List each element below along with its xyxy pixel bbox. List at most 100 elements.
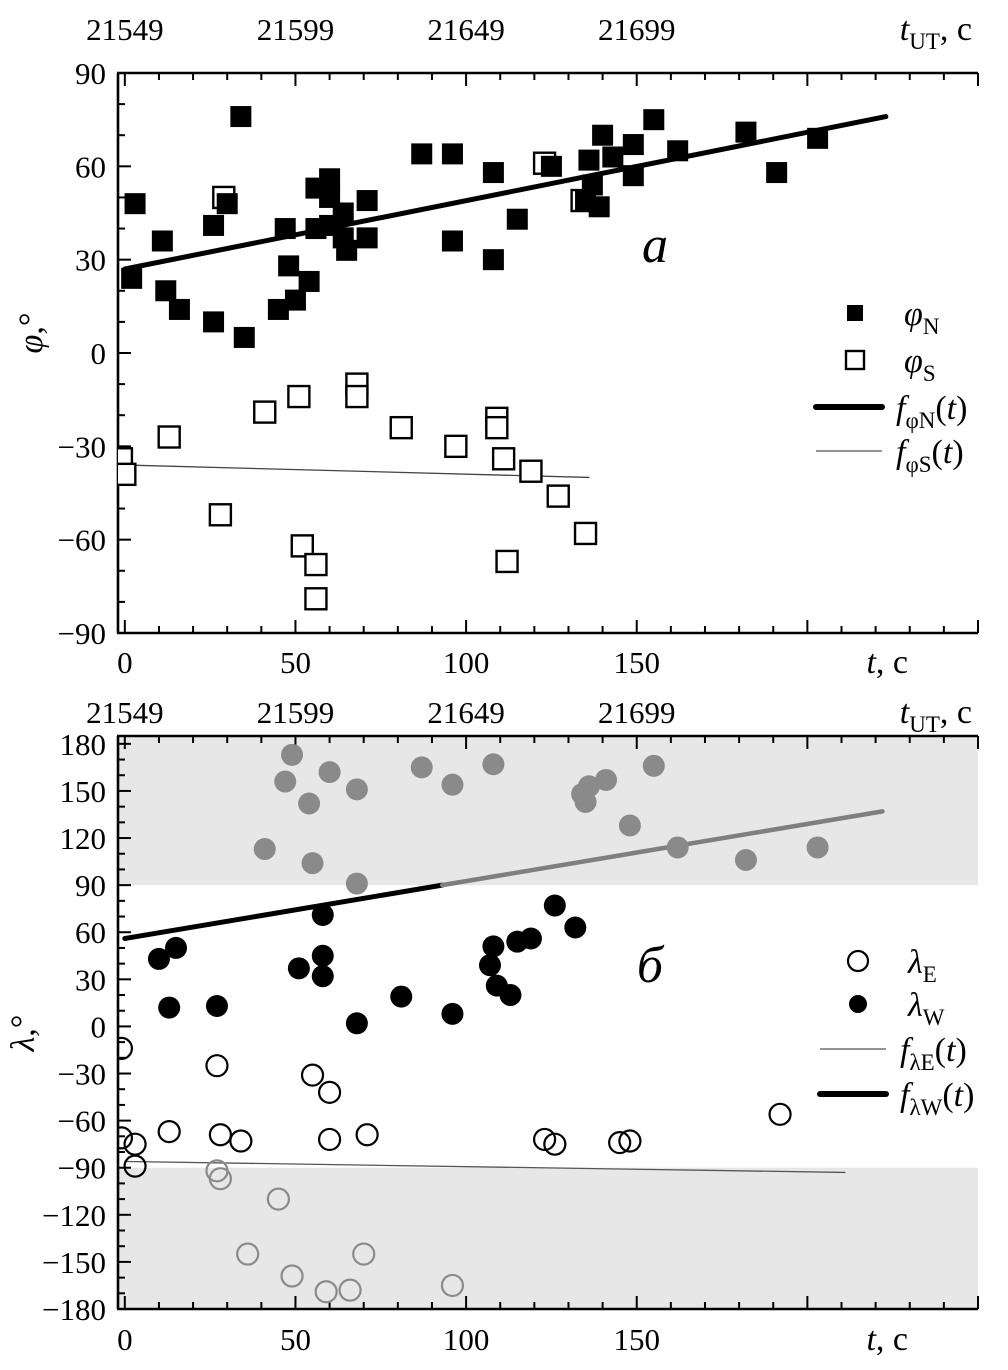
data-point-phi_N — [230, 106, 252, 128]
data-point-lambda_W — [482, 753, 505, 776]
legend-label: fφN(t) — [896, 390, 967, 433]
data-point-lambda_E — [208, 1167, 232, 1191]
data-point-lambda_E — [123, 1132, 147, 1156]
data-point-lambda_W — [147, 947, 170, 970]
data-point-phi_N — [233, 326, 255, 348]
top-axis-title: tUT, c — [900, 694, 972, 737]
y-tick-label: 90 — [75, 56, 106, 91]
x-axis-title: t, c — [866, 644, 908, 681]
data-point-phi_N — [506, 208, 528, 230]
data-point-lambda_W — [158, 996, 181, 1019]
data-point-lambda_W — [543, 894, 566, 917]
y-tick-label: −30 — [58, 429, 106, 464]
y-axis-title: φ,° — [13, 313, 50, 354]
data-point-lambda_E — [314, 1280, 338, 1304]
data-point-lambda_E — [532, 1127, 557, 1152]
y-tick-label: −120 — [42, 1198, 106, 1233]
panel-label: a — [642, 217, 668, 274]
data-point-lambda_W — [499, 984, 522, 1007]
data-point-phi_N — [168, 298, 190, 320]
data-point-lambda_W — [298, 792, 321, 815]
x-axis-title: t, c — [866, 1321, 908, 1358]
data-point-phi_N — [203, 214, 225, 236]
data-point-lambda_W — [564, 916, 587, 939]
top-tick-label: 21549 — [86, 695, 164, 730]
y-tick-label: −60 — [58, 523, 106, 558]
y-tick-label: 150 — [60, 774, 107, 809]
data-point-phi_N — [336, 239, 358, 261]
data-point-phi_N — [588, 196, 610, 218]
panel-a: 0 50 100 150 90 60 30 0 −30 −60 −90 21549 21599 21649… — [13, 11, 979, 681]
data-point-lambda_W — [205, 995, 228, 1018]
data-point-phi_N — [766, 162, 788, 184]
top-tick-label: 21549 — [86, 12, 164, 47]
data-point-phi_N — [356, 190, 378, 212]
data-point-lambda_E — [280, 1264, 304, 1288]
data-point-phi_S — [304, 552, 328, 577]
fit-line-f_phiS — [124, 464, 590, 479]
data-point-lambda_W — [311, 965, 334, 988]
shaded-band — [118, 736, 978, 886]
data-point-lambda_W — [410, 756, 433, 779]
legend-label: fλE(t) — [900, 1032, 967, 1075]
data-point-lambda_E — [440, 1273, 465, 1298]
data-point-phi_N — [155, 280, 177, 302]
legend-item: λW — [849, 987, 945, 1030]
data-point-lambda_W — [345, 1012, 368, 1035]
data-point-lambda_E — [157, 1120, 181, 1144]
data-point-lambda_W — [441, 773, 464, 796]
data-point-phi_N — [807, 127, 829, 149]
y-tick-label: 0 — [91, 336, 107, 371]
x-tick-label: 100 — [443, 1322, 490, 1357]
legend-item: fφN(t) — [813, 390, 967, 433]
data-point-lambda_E — [266, 1187, 290, 1211]
data-point-phi_S — [491, 447, 516, 471]
data-point-lambda_W — [165, 936, 188, 959]
data-point-phi_N — [482, 162, 504, 184]
legend-item: fλE(t) — [820, 1032, 967, 1075]
data-point-lambda_W — [574, 790, 597, 813]
fit-line-f_lambdaW — [439, 809, 885, 888]
y-tick-label: −30 — [58, 1057, 106, 1092]
data-point-phi_N — [581, 174, 603, 196]
data-point-phi_N — [667, 140, 689, 162]
top-tick-label: 21599 — [257, 12, 335, 47]
data-point-phi_N — [124, 193, 146, 215]
data-point-lambda_W — [441, 1002, 464, 1025]
data-point-lambda_W — [287, 957, 310, 980]
data-point-phi_N — [482, 249, 504, 271]
shaded-band — [118, 1167, 978, 1309]
data-point-lambda_E — [118, 1126, 134, 1150]
data-point-phi_S — [389, 415, 413, 440]
legend-label: φS — [904, 343, 936, 386]
y-tick-label: 120 — [60, 821, 107, 856]
data-point-lambda_W — [666, 836, 689, 859]
x-tick-label: 0 — [117, 645, 133, 680]
data-point-phi_S — [444, 434, 468, 459]
top-tick-label: 21649 — [427, 12, 505, 47]
fit-line-f_phiN — [122, 114, 889, 272]
data-point-phi_S — [345, 384, 369, 409]
fit-line-f_lambdaE — [124, 1160, 846, 1174]
y-axis-title: λ,° — [5, 1015, 42, 1053]
data-point-phi_N — [274, 218, 296, 240]
data-point-phi_N — [592, 124, 614, 146]
top-tick-label: 21699 — [598, 695, 676, 730]
data-point-lambda_W — [482, 935, 505, 958]
data-point-phi_N — [216, 193, 238, 215]
data-point-lambda_W — [311, 944, 334, 967]
data-point-phi_S — [287, 384, 311, 409]
legend-label: φN — [904, 296, 940, 339]
data-point-phi_N — [151, 230, 173, 252]
data-point-phi_S — [157, 425, 181, 449]
data-point-phi_N — [441, 230, 463, 252]
legend-item: φN — [847, 296, 940, 339]
data-point-lambda_E — [352, 1242, 376, 1266]
data-point-lambda_W — [281, 743, 304, 766]
data-point-phi_S — [208, 503, 233, 527]
y-tick-label: 180 — [60, 727, 107, 762]
x-tick-label: 0 — [117, 1322, 133, 1357]
top-tick-label: 21699 — [598, 12, 676, 47]
data-point-lambda_W — [806, 836, 829, 859]
